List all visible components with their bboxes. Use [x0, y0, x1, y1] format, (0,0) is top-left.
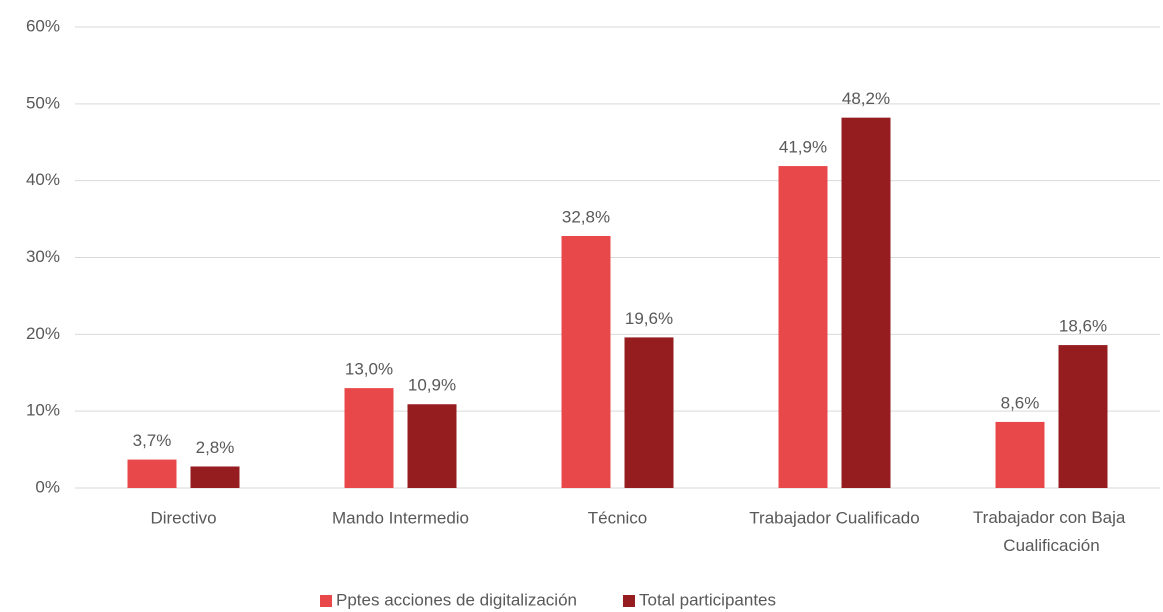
bar [127, 459, 177, 488]
legend-label: Pptes acciones de digitalización [336, 590, 577, 609]
x-tick-label: Técnico [588, 508, 648, 527]
y-tick-label: 50% [26, 93, 60, 112]
bar [778, 166, 828, 488]
value-label: 10,9% [408, 376, 456, 395]
bar [624, 337, 674, 488]
bar [344, 388, 394, 488]
value-label: 19,6% [625, 309, 673, 328]
value-label: 8,6% [1001, 393, 1040, 412]
y-tick-label: 20% [26, 324, 60, 343]
legend-label: Total participantes [639, 590, 776, 609]
value-label: 13,0% [345, 360, 393, 379]
y-tick-label: 40% [26, 170, 60, 189]
value-label: 48,2% [842, 89, 890, 108]
y-tick-label: 0% [35, 477, 60, 496]
bar [561, 235, 611, 488]
x-tick-label: Mando Intermedio [332, 508, 469, 527]
legend-swatch [320, 595, 332, 607]
value-label: 18,6% [1059, 317, 1107, 336]
bar [841, 117, 891, 488]
bar [407, 404, 457, 488]
value-label: 41,9% [779, 138, 827, 157]
value-label: 3,7% [133, 431, 172, 450]
legend-swatch [622, 595, 635, 607]
x-tick-label: Trabajador Cualificado [749, 508, 919, 527]
bar [1058, 345, 1108, 488]
x-tick-label: Directivo [150, 508, 216, 527]
y-tick-label: 60% [26, 16, 60, 35]
y-tick-label: 30% [26, 247, 60, 266]
y-tick-label: 10% [26, 401, 60, 420]
value-label: 2,8% [196, 438, 235, 457]
x-tick-label: Trabajador con Baja Cualificación [973, 508, 1130, 555]
bar [995, 421, 1045, 488]
bar [190, 466, 240, 488]
value-label: 32,8% [562, 207, 610, 226]
